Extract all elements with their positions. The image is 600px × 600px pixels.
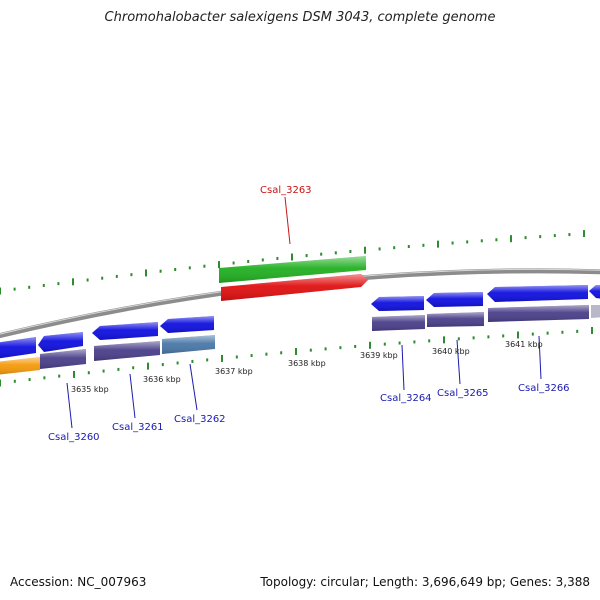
forward-gene-2[interactable] [94,341,160,361]
forward-gene-4[interactable] [372,315,425,331]
accession-text: Accession: NC_007963 [10,575,147,589]
gene-label[interactable]: Csal_3264 [380,393,432,404]
forward-gene-1[interactable] [40,349,86,369]
genome-backbone-highlight [0,268,600,335]
forward-cds-3[interactable] [160,316,214,333]
gene-label-leader [66,382,73,429]
gene-label[interactable]: Csal_3266 [518,383,570,394]
gene-labels: Csal_3260 Csal_3261 Csal_3262 Csal_3263 Csal… [48,185,570,443]
scale-label: 3635 kbp [71,385,109,394]
gene-label[interactable]: Csal_3261 [112,422,164,433]
gene-label-leader [456,339,461,385]
forward-gene-3[interactable] [162,335,215,354]
scale-label: 3638 kbp [288,359,326,368]
scale-label: 3636 kbp [143,375,181,384]
scale-label: 3640 kbp [432,347,470,356]
forward-cds-1[interactable] [38,332,83,352]
forward-gene-5[interactable] [427,312,484,327]
gene-label-leader [538,335,542,380]
upper-tick-row [0,230,585,295]
map-title: Chromohalobacter salexigens DSM 3043, co… [104,10,496,25]
genome-summary-text: Topology: circular; Length: 3,696,649 bp… [260,575,590,589]
gene-label-leader [401,344,405,391]
scale-labels: 3635 kbp 3636 kbp 3637 kbp 3638 kbp 3639 kbp… [71,340,543,394]
forward-cds-0[interactable] [0,337,36,359]
gene-label[interactable]: Csal_3262 [174,414,226,425]
forward-cds-2[interactable] [92,322,158,340]
gene-label[interactable]: Csal_3263 [260,185,312,196]
forward-cds-7[interactable] [589,285,600,299]
orange-cds[interactable] [0,357,40,375]
forward-cds-6[interactable] [487,285,588,302]
forward-cds-4[interactable] [371,296,424,311]
scale-label: 3639 kbp [360,351,398,360]
forward-gene-7[interactable] [591,305,600,318]
gene-label[interactable]: Csal_3260 [48,432,100,443]
reverse-cds-csal-3263[interactable] [221,274,368,301]
forward-gene-6[interactable] [488,305,589,322]
reverse-gene-csal-3263[interactable] [219,256,366,283]
scale-label: 3637 kbp [215,367,253,376]
gene-label-leader [129,373,136,419]
forward-cds-5[interactable] [426,292,483,307]
gene-label[interactable]: Csal_3265 [437,388,489,399]
gene-label-leaders [66,196,542,429]
gene-label-leader [189,363,198,411]
scale-label: 3641 kbp [505,340,543,349]
lower-tick-row [0,326,593,387]
gene-label-leader [284,196,291,245]
